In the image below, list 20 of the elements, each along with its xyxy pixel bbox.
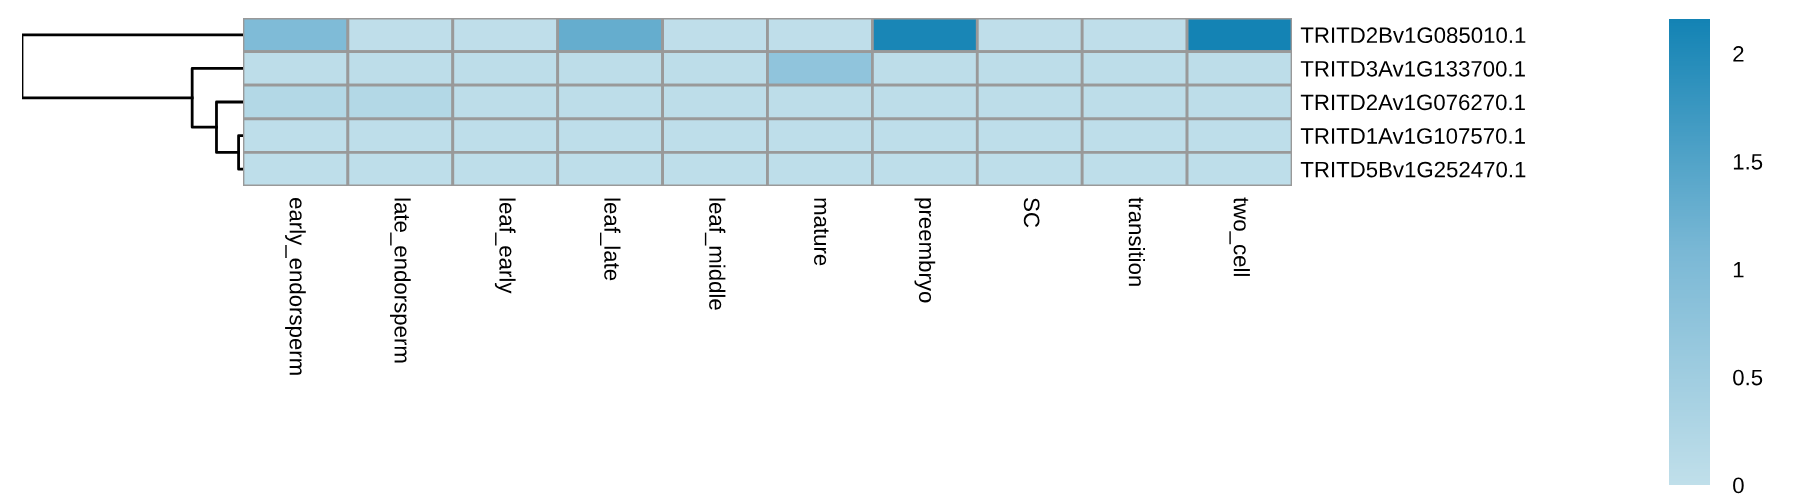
x-tick-label: leaf_late xyxy=(599,198,621,281)
x-tick-label: transition xyxy=(1128,197,1146,286)
y-tick-label: TRITD5Bv1G252470.1 xyxy=(1300,161,1526,178)
x-tick-label: two_cell xyxy=(1229,197,1250,276)
color-bar-label: 0.5 xyxy=(1733,369,1763,386)
y-tick-label: TRITD2Av1G076270.1 xyxy=(1300,94,1525,111)
y-tick-label: TRITD1Av1G107570.1 xyxy=(1300,128,1525,144)
x-tick-label: leaf_early xyxy=(494,198,516,294)
x-tick-label: leaf_middle xyxy=(704,198,726,310)
color-bar-label: 2 xyxy=(1733,46,1744,62)
x-tick-label: preembryo xyxy=(914,198,936,303)
color-bar-label: 1 xyxy=(1733,262,1744,278)
x-tick-label: mature xyxy=(813,198,829,266)
color-bar-label: 0 xyxy=(1733,477,1744,494)
x-tick-label: early_endorsperm xyxy=(285,198,306,375)
x-tick-label: SC xyxy=(1023,198,1040,228)
y-tick-label: TRITD2Bv1G085010.1 xyxy=(1300,27,1526,44)
x-tick-label: late_endorsperm xyxy=(389,198,411,363)
color-bar-label: 1.5 xyxy=(1733,154,1763,170)
y-tick-label: TRITD3Av1G133700.1 xyxy=(1300,60,1525,77)
